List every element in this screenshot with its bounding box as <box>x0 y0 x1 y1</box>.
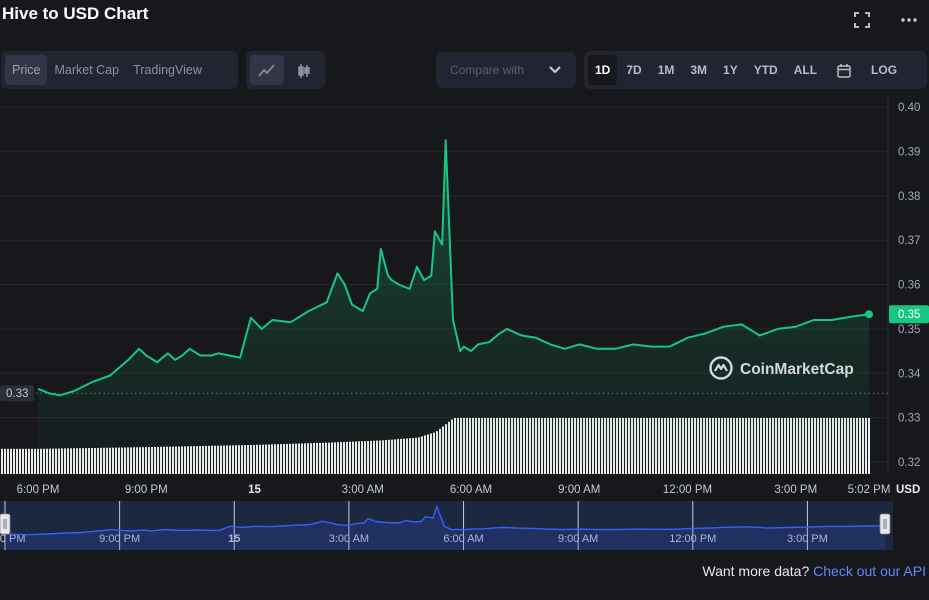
volume-bar <box>19 448 21 474</box>
price-line <box>37 139 870 397</box>
volume-bar <box>7 448 9 474</box>
range-3m[interactable]: 3M <box>690 63 708 77</box>
y-tick-label: 0.38 <box>898 191 920 203</box>
volume-bar <box>13 448 15 474</box>
y-tick-label: 0.37 <box>898 235 920 247</box>
navigator-tick-label: 15 <box>228 533 240 545</box>
volume-bar <box>16 448 18 474</box>
tab-market-cap[interactable]: Market Cap <box>54 63 120 77</box>
navigator-area <box>5 506 885 550</box>
line-chart-icon[interactable] <box>250 55 284 85</box>
time-range-group: 1D 7D 1M 3M 1Y YTD ALL LOG <box>584 51 927 89</box>
x-tick-label: 12:00 PM <box>663 484 712 496</box>
range-1y[interactable]: 1Y <box>723 63 738 77</box>
chart-type-toggle <box>246 51 325 89</box>
y-tick-label: 0.33 <box>898 413 920 425</box>
y-tick-label: 0.36 <box>898 280 920 292</box>
volume-bar <box>10 448 12 474</box>
current-price-badge <box>889 305 929 324</box>
api-promo: Want more data? Check out our API <box>702 563 926 579</box>
more-icon[interactable] <box>899 10 919 30</box>
x-tick-label: 5:02 PM <box>848 484 891 496</box>
y-tick-label: 0.32 <box>898 457 920 469</box>
y-tick-label: 0.34 <box>898 368 921 380</box>
calendar-icon[interactable] <box>826 55 862 85</box>
x-tick-label: 6:00 PM <box>17 484 60 496</box>
volume-bar <box>22 448 24 474</box>
tab-price[interactable]: Price <box>5 55 48 85</box>
view-tabs: Price Market Cap TradingView <box>1 51 238 89</box>
open-price-badge <box>0 385 34 402</box>
compare-placeholder: Compare with <box>450 63 525 77</box>
page-title: Hive to USD Chart <box>2 4 149 23</box>
coinmarketcap-watermark: CoinMarketCap <box>709 356 854 380</box>
volume-bar <box>25 448 27 474</box>
volume-bar <box>1 448 3 474</box>
x-tick-label: 9:00 PM <box>125 484 168 496</box>
x-tick-label: 6:00 AM <box>450 484 492 496</box>
range-1d[interactable]: 1D <box>588 55 618 85</box>
fullscreen-icon[interactable] <box>852 10 872 30</box>
y-tick-label: 0.35 <box>898 324 920 336</box>
volume-bar <box>4 448 6 474</box>
current-price-dot <box>865 310 873 319</box>
navigator-tick-label: 9:00 PM <box>99 533 140 545</box>
api-promo-text: Want more data? <box>702 563 810 579</box>
y-tick-label: 0.40 <box>898 102 920 114</box>
y-unit-label: USD <box>896 484 920 496</box>
chevron-down-icon <box>549 66 561 74</box>
navigator-background <box>0 501 893 550</box>
api-link[interactable]: Check out our API <box>813 563 926 579</box>
volume-bar <box>34 448 36 474</box>
range-1m[interactable]: 1M <box>657 63 675 77</box>
navigator-tick-label: 3:00 AM <box>329 533 369 545</box>
navigator-tick-label: 3:00 PM <box>787 533 828 545</box>
x-tick-label: 3:00 AM <box>342 484 384 496</box>
x-tick-label: 9:00 AM <box>558 484 600 496</box>
watermark-text: CoinMarketCap <box>740 361 854 378</box>
x-tick-label: 15 <box>248 484 261 496</box>
tab-tradingview[interactable]: TradingView <box>133 63 202 77</box>
volume-bar <box>31 448 33 474</box>
current-price-label: 0.35 <box>898 309 920 321</box>
compare-select[interactable]: Compare with <box>436 52 576 88</box>
y-tick-label: 0.39 <box>898 146 920 158</box>
candlestick-icon[interactable] <box>287 55 321 85</box>
x-tick-label: 3:00 PM <box>774 484 817 496</box>
navigator-handle-left[interactable] <box>0 513 11 535</box>
open-price-label: 0.33 <box>6 388 28 400</box>
range-all[interactable]: ALL <box>793 63 818 77</box>
log-scale-toggle[interactable]: LOG <box>871 63 898 77</box>
navigator[interactable]: 6:00 PM 9:00 PM 15 3:00 AM 6:00 AM 9:00 AM 12:… <box>0 501 893 550</box>
range-7d[interactable]: 7D <box>626 63 642 77</box>
volume-bar <box>28 448 30 474</box>
navigator-tick-label: 6:00 AM <box>443 533 483 545</box>
navigator-line <box>4 504 886 536</box>
navigator-handle-right[interactable] <box>879 513 891 535</box>
navigator-tick-label: 9:00 AM <box>558 533 598 545</box>
price-area <box>38 140 869 463</box>
navigator-tick-label: 12:00 PM <box>669 533 716 545</box>
range-ytd[interactable]: YTD <box>753 63 778 77</box>
navigator-tick-label: 6:00 PM <box>0 533 25 545</box>
